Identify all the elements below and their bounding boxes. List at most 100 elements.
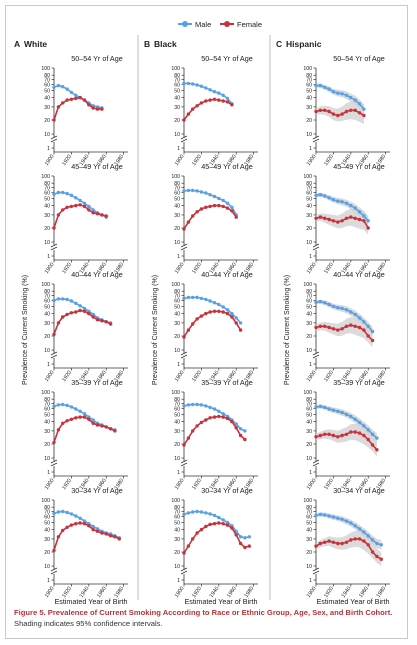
- data-point-male: [340, 517, 344, 521]
- data-point-male: [91, 418, 95, 422]
- x-tick-label: 1980: [113, 586, 125, 599]
- figure-label: Figure 5.: [14, 608, 46, 617]
- data-point-female: [56, 428, 61, 432]
- data-point-male: [182, 404, 186, 408]
- data-point-male: [204, 86, 208, 90]
- data-point-female: [353, 324, 357, 328]
- series-line-female: [53, 522, 120, 551]
- y-tick-label: 30: [174, 537, 180, 543]
- y-tick-label: 60: [306, 407, 312, 413]
- data-point-male: [61, 85, 65, 89]
- data-point-female: [56, 321, 61, 325]
- axis-break-mark: [50, 462, 58, 467]
- data-point-male: [74, 407, 78, 411]
- y-tick-label: 40: [306, 420, 312, 426]
- data-point-male: [314, 193, 318, 197]
- panel-title: 35–39 Yr of Age: [201, 378, 252, 387]
- y-axis-label: Prevalence of Current Smoking (%): [284, 275, 291, 385]
- y-tick-label: 20: [44, 226, 50, 232]
- data-point-female: [56, 213, 61, 217]
- data-point-male: [349, 521, 353, 525]
- series-line-female: [53, 96, 102, 121]
- y-tick-label: 60: [44, 515, 50, 521]
- x-tick-label: 1960: [226, 154, 238, 167]
- x-tick-label: 1920: [61, 370, 73, 383]
- y-tick-label: 20: [44, 118, 50, 124]
- data-point-male: [91, 208, 95, 212]
- data-point-male: [344, 201, 349, 205]
- data-point-male: [56, 297, 61, 301]
- data-point-female: [230, 209, 234, 213]
- y-tick-label: 100: [171, 390, 180, 396]
- axis-break-mark: [312, 135, 320, 140]
- data-point-male: [74, 301, 78, 305]
- y-tick-label: 10: [44, 456, 50, 462]
- y-tick-label: 1: [177, 578, 180, 584]
- data-point-female: [186, 328, 191, 332]
- y-tick-label: 100: [171, 498, 180, 504]
- y-tick-label: 30: [174, 213, 180, 219]
- data-point-female: [243, 437, 247, 442]
- data-point-male: [234, 422, 238, 426]
- data-point-male: [331, 408, 336, 412]
- data-point-male: [349, 203, 353, 208]
- panel-title: 40–44 Yr of Age: [333, 270, 384, 279]
- data-point-male: [336, 409, 340, 413]
- data-point-female: [65, 525, 69, 529]
- data-point-female: [370, 338, 375, 343]
- data-point-male: [238, 427, 243, 431]
- y-tick-label: 60: [44, 407, 50, 413]
- data-point-female: [357, 537, 362, 541]
- series-line-female: [53, 203, 107, 229]
- data-point-female: [199, 101, 204, 105]
- column-letter: B: [144, 39, 150, 49]
- data-point-female: [344, 324, 349, 328]
- x-axis-label: Estimated Year of Birth: [316, 597, 389, 606]
- data-point-female: [78, 203, 82, 207]
- data-point-female: [208, 522, 212, 527]
- data-point-female: [221, 204, 225, 209]
- data-point-male: [340, 92, 344, 96]
- x-tick-label: 1900: [306, 370, 318, 383]
- data-point-female: [230, 315, 234, 319]
- y-tick-label: 70: [306, 510, 312, 516]
- column-header: C Hispanic: [276, 39, 322, 49]
- x-tick-label: 1960: [96, 370, 108, 383]
- data-point-male: [186, 188, 191, 193]
- axis-break-mark: [312, 351, 320, 356]
- data-point-male: [318, 299, 323, 304]
- series-line-female: [183, 522, 250, 554]
- x-tick-label: 1940: [209, 262, 221, 275]
- axis-break-mark: [50, 135, 58, 140]
- y-tick-label: 20: [306, 550, 312, 556]
- data-point-male: [182, 189, 186, 193]
- panel-title: 30–34 Yr of Age: [71, 486, 122, 495]
- y-tick-label: 100: [41, 390, 50, 396]
- y-tick-label: 70: [306, 294, 312, 300]
- data-point-female: [204, 418, 208, 422]
- data-point-male: [238, 321, 243, 325]
- data-point-male: [69, 90, 74, 95]
- column-name: Hispanic: [286, 39, 322, 49]
- x-tick-label: 1940: [341, 586, 353, 599]
- data-point-male: [336, 199, 340, 203]
- data-point-female: [357, 325, 362, 330]
- data-point-female: [91, 106, 95, 110]
- data-point-female: [87, 524, 91, 528]
- data-point-female: [327, 325, 331, 330]
- data-point-female: [74, 96, 78, 101]
- data-point-female: [357, 431, 362, 435]
- data-point-male: [314, 513, 318, 518]
- data-point-male: [366, 219, 370, 223]
- series-line-female: [53, 416, 116, 443]
- data-point-female: [52, 548, 56, 553]
- data-point-female: [69, 311, 74, 315]
- y-tick-label: 40: [174, 204, 180, 210]
- data-point-male: [340, 200, 344, 204]
- data-point-female: [230, 526, 234, 530]
- data-point-male: [52, 85, 56, 90]
- data-point-male: [362, 214, 366, 218]
